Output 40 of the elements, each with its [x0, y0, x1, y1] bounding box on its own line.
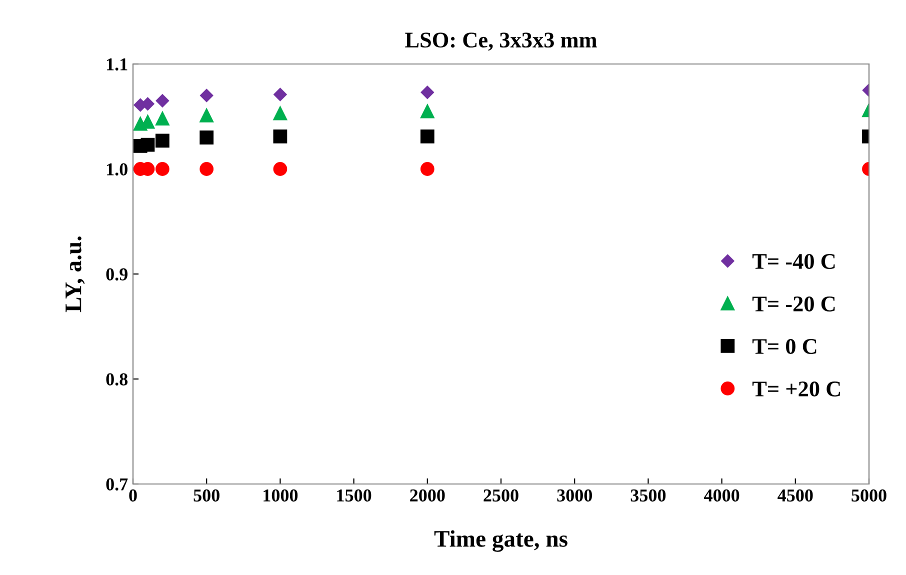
x-tick-label: 5000: [852, 489, 886, 502]
point: [155, 112, 170, 126]
x-tick-label: 0: [129, 489, 137, 502]
legend-label: T= -20 C: [752, 296, 835, 312]
point: [273, 162, 288, 176]
y-axis-title: LY, a.u.: [66, 236, 85, 312]
x-tick-label: 2000: [410, 489, 445, 502]
point: [140, 138, 155, 152]
point: [273, 106, 288, 120]
x-tick-label: 3500: [630, 489, 666, 502]
point: [274, 88, 287, 102]
x-tick-label: 2500: [484, 489, 518, 502]
point: [200, 130, 214, 144]
x-tick-label: 4000: [704, 489, 740, 502]
point: [155, 162, 170, 176]
x-axis-title: Time gate, ns: [434, 530, 568, 552]
chart-title: LSO: Ce, 3x3x3 mm: [405, 32, 597, 51]
x-tick-label: 1500: [337, 489, 372, 502]
x-tick-label: 3000: [557, 489, 592, 502]
legend-label: T= -40 C: [752, 254, 835, 269]
point: [156, 94, 170, 108]
point: [420, 162, 434, 176]
point: [200, 108, 214, 122]
x-tick-label: 1000: [264, 489, 298, 502]
x-tick-label: 4500: [778, 489, 813, 502]
point: [200, 162, 214, 176]
point: [273, 130, 288, 144]
x-tick-label: 500: [194, 489, 220, 502]
legend-label: T= 0 C: [752, 338, 816, 354]
y-tick-label: 1.1: [107, 58, 128, 71]
point: [155, 134, 170, 148]
y-tick-label: 0.8: [106, 373, 128, 386]
point: [420, 104, 434, 118]
y-tick-label: 0.9: [106, 268, 128, 281]
y-tick-label: 0.7: [106, 478, 128, 491]
legend-label: T= +20 C: [752, 381, 840, 396]
point: [420, 130, 434, 144]
point: [200, 88, 214, 102]
point: [420, 86, 434, 99]
y-tick-label: 1.0: [107, 163, 128, 176]
